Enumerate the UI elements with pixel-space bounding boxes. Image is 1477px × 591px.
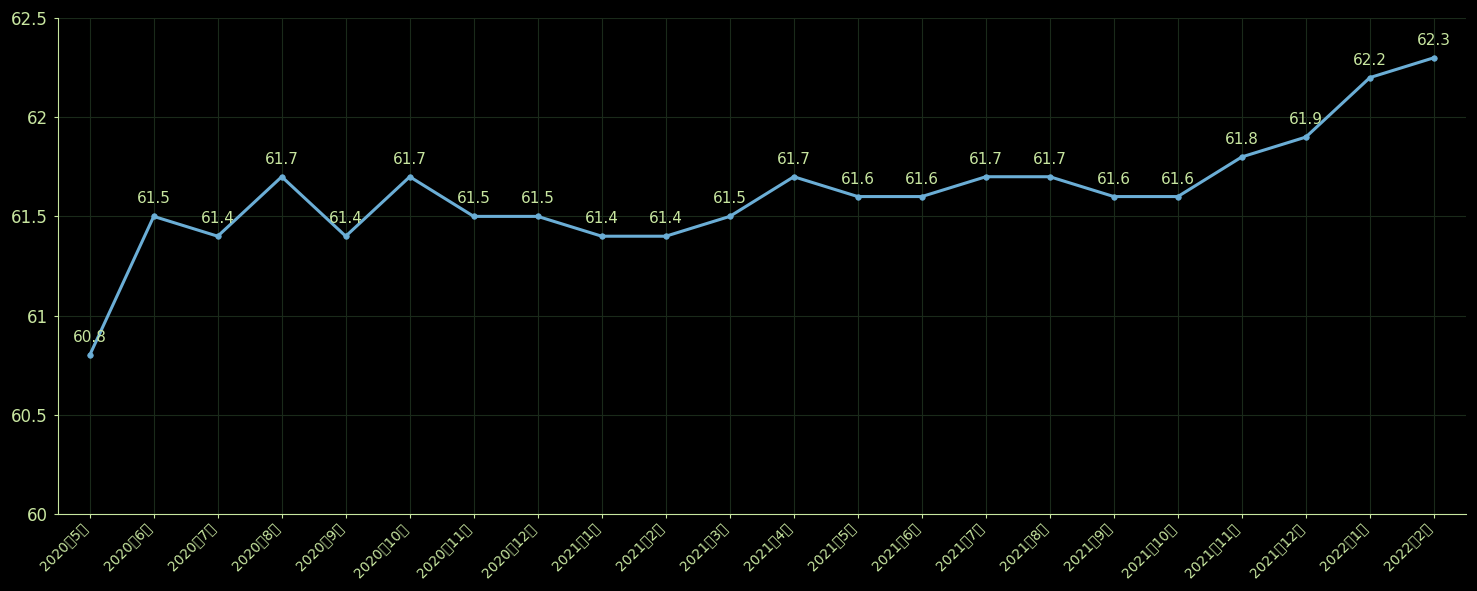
Text: 61.4: 61.4: [585, 212, 619, 226]
Text: 61.9: 61.9: [1289, 112, 1323, 127]
Text: 61.5: 61.5: [137, 191, 171, 206]
Text: 61.6: 61.6: [840, 171, 874, 187]
Text: 61.6: 61.6: [1161, 171, 1195, 187]
Text: 62.3: 62.3: [1416, 33, 1450, 48]
Text: 61.7: 61.7: [1032, 152, 1066, 167]
Text: 61.7: 61.7: [393, 152, 427, 167]
Text: 61.7: 61.7: [264, 152, 298, 167]
Text: 61.8: 61.8: [1224, 132, 1258, 147]
Text: 61.6: 61.6: [1097, 171, 1131, 187]
Text: 61.5: 61.5: [713, 191, 747, 206]
Text: 61.7: 61.7: [777, 152, 811, 167]
Text: 61.4: 61.4: [201, 212, 235, 226]
Text: 61.6: 61.6: [905, 171, 939, 187]
Text: 61.7: 61.7: [969, 152, 1003, 167]
Text: 61.4: 61.4: [329, 212, 363, 226]
Text: 62.2: 62.2: [1353, 53, 1387, 68]
Text: 61.5: 61.5: [521, 191, 555, 206]
Text: 60.8: 60.8: [72, 330, 106, 345]
Text: 61.5: 61.5: [456, 191, 490, 206]
Text: 61.4: 61.4: [648, 212, 682, 226]
